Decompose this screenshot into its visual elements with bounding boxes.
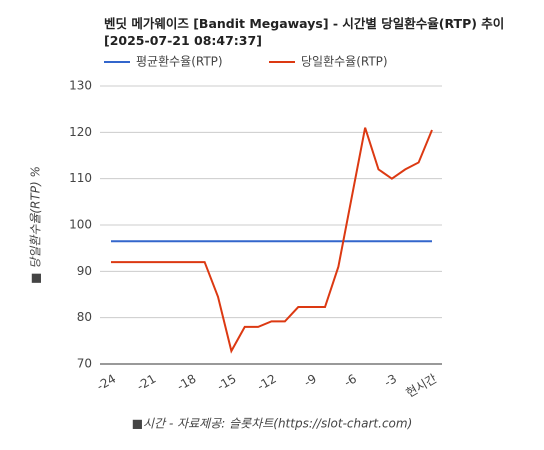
y-tick-label: 90 [77, 264, 92, 278]
y-tick-label: 130 [69, 79, 92, 93]
y-tick-label: 110 [69, 171, 92, 185]
chart-title: 벤딧 메가웨이즈 [Bandit Megaways] - 시간별 당일환수율(R… [104, 16, 504, 48]
y-axis-label: ■ 당일환수율(RTP) % [29, 166, 43, 284]
legend-label: 평균환수율(RTP) [136, 55, 223, 69]
x-tick-label: -15 [215, 372, 239, 394]
x-tick-label: -24 [94, 372, 118, 394]
x-tick-label: -18 [175, 372, 199, 394]
y-tick-label: 100 [69, 218, 92, 232]
legend-label: 당일환수율(RTP) [301, 55, 388, 69]
line-series [111, 127, 433, 354]
y-tick-label: 120 [69, 125, 92, 139]
x-tick-label: -9 [302, 372, 319, 390]
x-axis-label: ■시간 - 자료제공: 슬롯차트(https://slot-chart.com) [132, 417, 413, 431]
x-tick-label: -6 [342, 372, 359, 390]
y-tick-label: 70 [77, 357, 92, 371]
x-tick-label: -12 [255, 372, 279, 394]
y-tick-label: 80 [77, 310, 92, 324]
x-tick-label: -3 [382, 372, 399, 390]
x-tick-label: 현시간 [404, 372, 440, 401]
x-tick-label: -21 [134, 372, 158, 394]
